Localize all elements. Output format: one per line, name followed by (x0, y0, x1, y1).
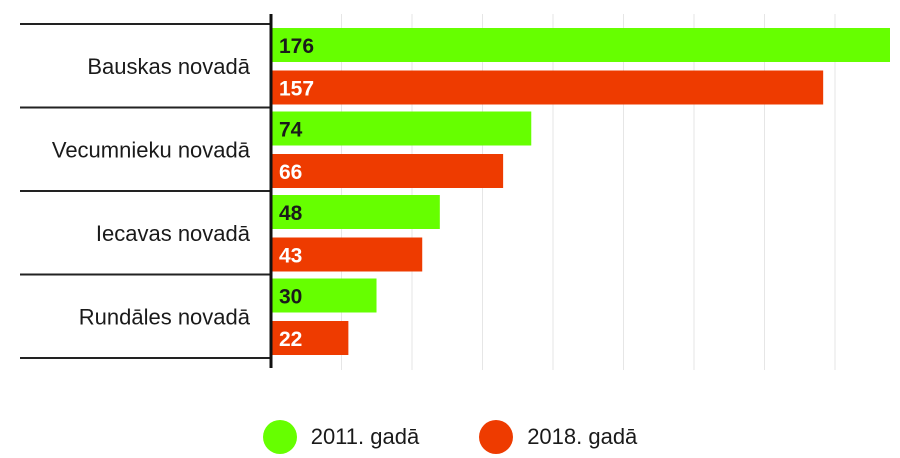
category-label: Bauskas novadā (87, 54, 250, 79)
bar-value-label: 30 (279, 286, 302, 309)
bar (271, 111, 532, 146)
category-separators (20, 23, 271, 359)
bar-value-label: 43 (279, 245, 302, 268)
legend-label-2018: 2018. gadā (527, 424, 638, 449)
legend-swatch-2011 (262, 420, 297, 454)
bar-value-label: 22 (279, 328, 302, 351)
bar (271, 28, 890, 62)
bar (271, 321, 349, 355)
bar-value-label: 157 (279, 78, 314, 101)
legend: 2011. gadā 2018. gadā (0, 420, 900, 454)
gridlines (341, 14, 836, 370)
bar (271, 70, 824, 105)
bar-value-label: 176 (279, 35, 314, 58)
bar-value-label: 48 (279, 202, 303, 225)
bars-group: 176 157 74 66 48 43 30 22 (271, 28, 890, 355)
bar-chart: 176 157 74 66 48 43 30 22 Bauskas novadā Vecumni… (20, 14, 890, 370)
category-labels: Bauskas novadā Vecumnieku novadā Iecavas n… (52, 54, 251, 330)
bar-value-label: 74 (279, 119, 303, 142)
bar (271, 195, 440, 229)
bar (271, 154, 504, 188)
legend-item-2011: 2011. gadā (262, 420, 420, 454)
legend-label-2011: 2011. gadā (310, 424, 420, 449)
legend-swatch-2018 (479, 420, 514, 454)
category-label: Iecavas novadā (96, 221, 251, 246)
category-label: Rundāles novadā (79, 304, 251, 329)
bar (271, 278, 377, 313)
bar (271, 237, 423, 272)
category-label: Vecumnieku novadā (52, 137, 251, 162)
bar-value-label: 66 (279, 161, 302, 184)
legend-item-2018: 2018. gadā (479, 420, 637, 454)
